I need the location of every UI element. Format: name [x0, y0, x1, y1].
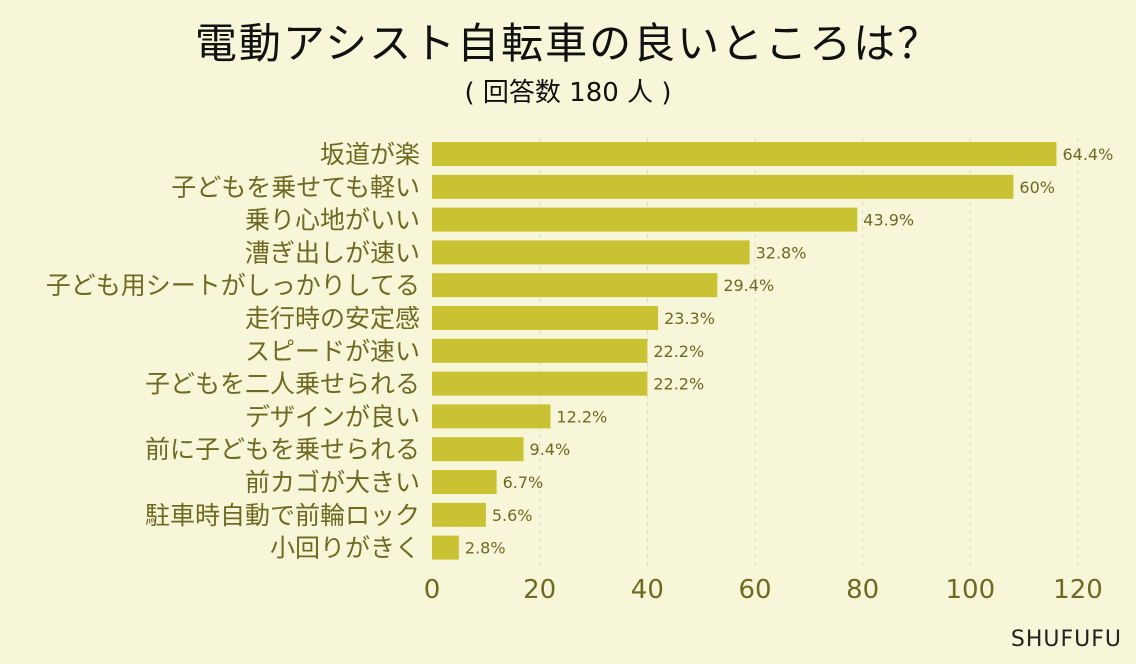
x-tick-label: 20: [523, 575, 556, 605]
x-tick-label: 120: [1053, 575, 1103, 605]
value-label: 22.2%: [653, 375, 704, 394]
bar: [432, 273, 718, 298]
chart-subtitle: ( 回答数 180 人 ): [464, 78, 672, 108]
x-tick-label: 40: [631, 575, 664, 605]
x-tick-label: 0: [424, 575, 441, 605]
bar: [432, 142, 1057, 166]
chart-title: 電動アシスト自転車の良いところは？: [194, 19, 942, 68]
bar: [432, 240, 750, 265]
bar: [432, 470, 497, 494]
value-label: 43.9%: [863, 211, 914, 230]
bar: [432, 207, 858, 232]
category-label: 子ども用シートがしっかりしてる: [46, 271, 420, 300]
category-label: 前に子どもを乗せられる: [145, 435, 420, 464]
bar-layer: [432, 142, 1057, 560]
bar: [432, 306, 659, 330]
category-label: 漕ぎ出しが速い: [245, 238, 420, 267]
category-label: 子どもを二人乗せられる: [145, 370, 420, 399]
tick-layer: 0 20 40 60 80 100 120: [424, 575, 1103, 605]
bar: [432, 174, 1014, 199]
category-label: 子どもを乗せても軽い: [171, 173, 420, 202]
category-label: 前カゴが大きい: [245, 468, 420, 497]
category-label: デザインが良い: [245, 402, 420, 431]
watermark: SHUFUFU: [1010, 627, 1122, 652]
x-tick-label: 60: [738, 575, 771, 605]
x-tick-label: 100: [946, 575, 996, 605]
x-tick-label: 80: [846, 575, 879, 605]
category-label: 駐車時自動で前輪ロック: [145, 501, 420, 530]
value-label: 6.7%: [503, 473, 544, 492]
value-label: 12.2%: [556, 407, 607, 426]
value-label: 32.8%: [756, 243, 807, 262]
category-label: 小回りがきく: [270, 534, 420, 563]
bar: [432, 437, 524, 462]
bar: [432, 371, 648, 396]
bar: [432, 535, 459, 560]
value-label: 23.3%: [664, 309, 715, 328]
value-label: 22.2%: [653, 342, 704, 361]
value-label: 29.4%: [723, 276, 774, 295]
bar: [432, 502, 486, 527]
bar: [432, 338, 648, 363]
category-label: 坂道が楽: [320, 140, 420, 169]
bar: [432, 404, 551, 429]
label-layer: 坂道が楽 64.4% 子どもを乗せても軽い 60% 乗り心地がいい 43.9% 漕ぎ出しが速…: [46, 140, 1114, 563]
category-label: 乗り心地がいい: [245, 206, 420, 235]
value-label: 5.6%: [492, 506, 533, 525]
value-label: 2.8%: [465, 539, 506, 558]
category-label: 走行時の安定感: [245, 304, 420, 333]
value-label: 9.4%: [530, 440, 571, 459]
value-label: 64.4%: [1062, 145, 1113, 164]
category-label: スピードが速い: [245, 337, 420, 366]
value-label: 60%: [1019, 178, 1055, 197]
